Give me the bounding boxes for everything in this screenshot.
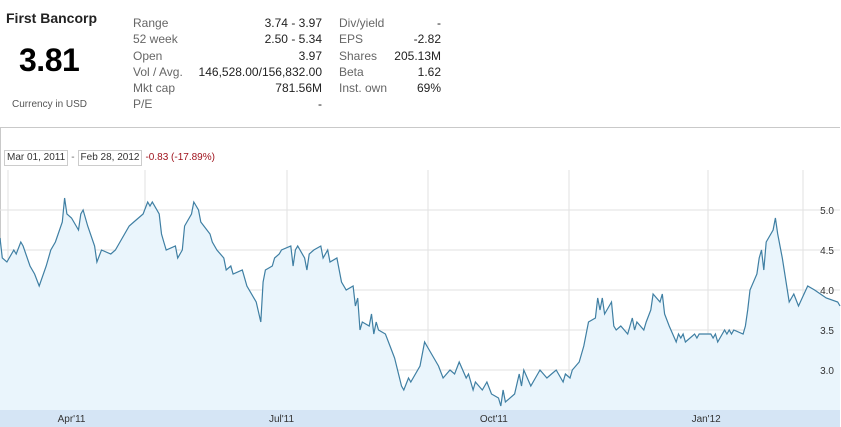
stat-label: Shares: [339, 48, 378, 63]
x-tick-label: Jul'11: [269, 414, 295, 425]
price-line: [0, 197, 841, 407]
x-tick-label: Oct'11: [480, 414, 508, 425]
y-tick-label: 4.0: [820, 286, 834, 297]
stat-label: Inst. own: [339, 81, 388, 96]
stat-row-range: Range 3.74 - 3.97: [133, 15, 322, 31]
stat-value: 781.56M: [275, 81, 322, 96]
range-separator: -: [71, 152, 75, 163]
y-axis-ticks: 3.0 3.5 4.0 4.5 5.0: [820, 206, 834, 377]
stat-label: Beta: [339, 64, 364, 79]
stat-value: -: [318, 97, 322, 112]
stat-value: 1.62: [417, 64, 441, 79]
x-tick-label: Jan'12: [692, 414, 722, 425]
x-axis-ticks: Apr'11 Jul'11 Oct'11 Jan'12: [58, 414, 722, 425]
currency-note: Currency in USD: [12, 99, 88, 110]
stat-value: 69%: [416, 81, 441, 96]
stat-value: 3.97: [298, 48, 322, 63]
stat-row-volume: Vol / Avg. 146,528.00/156,832.00: [133, 64, 322, 80]
range-change: -0.83 (-17.89%): [145, 152, 215, 163]
stat-row-inst-own: Inst. own 69%: [339, 80, 441, 96]
stat-label: 52 week: [133, 32, 178, 47]
stats-table-left: Range 3.74 - 3.97 52 week 2.50 - 5.34 Open…: [133, 15, 322, 113]
x-tick-label: Apr'11: [58, 414, 86, 425]
price-area-fill: [0, 198, 840, 410]
y-tick-label: 3.0: [820, 366, 834, 377]
stats-table-right: Div/yield - EPS -2.82 Shares 205.13M Beta 1.…: [339, 15, 441, 96]
stat-row-eps: EPS -2.82: [339, 31, 441, 47]
stat-value: -2.82: [413, 32, 441, 47]
x-axis-band: [0, 410, 840, 427]
stat-row-mkt-cap: Mkt cap 781.56M: [133, 80, 322, 96]
y-tick-label: 4.5: [820, 246, 834, 257]
stat-label: Vol / Avg.: [133, 64, 183, 79]
stat-label: Div/yield: [339, 16, 385, 30]
y-tick-label: 5.0: [820, 206, 834, 217]
range-end-date[interactable]: Feb 28, 2012: [77, 150, 143, 166]
range-start-date[interactable]: Mar 01, 2011: [4, 150, 69, 166]
stat-label: Mkt cap: [133, 81, 176, 96]
date-range-bar: Mar 01, 2011- Feb 28, 2012 -0.83 (-17.89%): [4, 150, 215, 166]
stat-label: P/E: [133, 97, 153, 112]
current-price: 3.81: [19, 42, 80, 78]
y-tick-label: 3.5: [820, 326, 834, 337]
stat-row-pe: P/E -: [133, 96, 322, 112]
stat-label: EPS: [339, 32, 364, 47]
stat-value: 2.50 - 5.34: [264, 32, 322, 47]
stat-row-52-week: 52 week 2.50 - 5.34: [133, 31, 322, 47]
stat-row-open: Open 3.97: [133, 48, 322, 64]
stat-row-div-yield: Div/yield -: [339, 15, 441, 31]
stat-row-beta: Beta 1.62: [339, 64, 441, 80]
company-name: First Bancorp: [6, 10, 98, 26]
stat-row-shares: Shares 205.13M: [339, 48, 441, 64]
stat-value: 146,528.00/156,832.00: [198, 64, 322, 79]
stat-label: Range: [133, 16, 169, 30]
stat-value: -: [437, 16, 441, 30]
stat-value: 205.13M: [394, 48, 441, 63]
stat-value: 3.74 - 3.97: [264, 16, 322, 30]
stat-label: Open: [133, 48, 163, 63]
